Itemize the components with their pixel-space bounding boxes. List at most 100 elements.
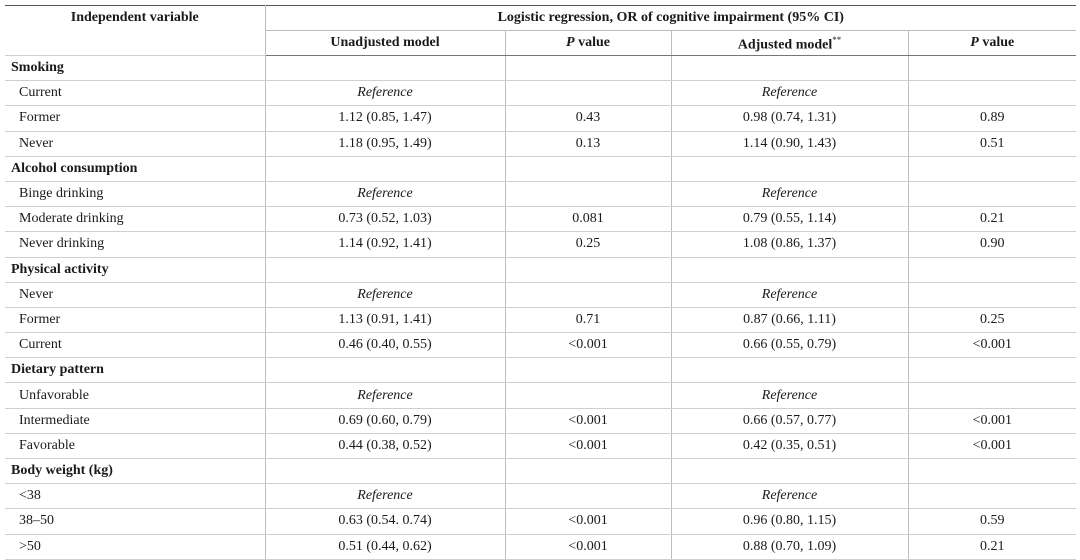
- unadjusted-or-cell: 1.13 (0.91, 1.41): [264, 307, 505, 334]
- p-letter: P: [566, 35, 575, 50]
- row-label: Binge drinking: [5, 181, 265, 208]
- empty-cell: [907, 458, 1077, 485]
- table-row: 38–50 0.63 (0.54. 0.74) <0.001 0.96 (0.80, …: [5, 508, 1077, 535]
- unadjusted-or-cell: 0.69 (0.60, 0.79): [264, 408, 505, 434]
- adjusted-or-cell: Reference: [670, 382, 908, 409]
- empty-cell: [907, 257, 1077, 283]
- group-row: Smoking: [5, 55, 1077, 82]
- table-row: Former 1.12 (0.85, 1.47) 0.43 0.98 (0.74, 1…: [5, 105, 1077, 132]
- row-label: <38: [5, 483, 265, 510]
- unadjusted-p-cell: [504, 382, 671, 409]
- header-p-value-2: P value: [907, 30, 1077, 56]
- empty-cell: [504, 458, 671, 485]
- adjusted-p-cell: <0.001: [907, 408, 1077, 434]
- unadjusted-p-cell: [504, 80, 671, 107]
- header-unadjusted-model: Unadjusted model: [264, 30, 505, 56]
- adjusted-p-cell: 0.90: [907, 231, 1077, 258]
- unadjusted-p-cell: <0.001: [504, 508, 671, 535]
- row-label: 38–50: [5, 508, 265, 535]
- unadjusted-or-cell: Reference: [264, 282, 505, 308]
- empty-cell: [504, 55, 671, 82]
- unadjusted-or-cell: Reference: [264, 80, 505, 107]
- header-logistic-regression: Logistic regression, OR of cognitive imp…: [264, 5, 1077, 31]
- row-label: >50: [5, 534, 265, 560]
- adjusted-p-cell: [907, 483, 1077, 510]
- adjusted-label: Adjusted model: [737, 37, 833, 53]
- adjusted-or-cell: 1.14 (0.90, 1.43): [670, 131, 908, 157]
- table-row: >50 0.51 (0.44, 0.62) <0.001 0.88 (0.70, 1.…: [5, 534, 1077, 560]
- unadjusted-or-cell: 0.63 (0.54. 0.74): [264, 508, 505, 535]
- group-label: Physical activity: [5, 257, 265, 283]
- row-label: Intermediate: [5, 408, 265, 434]
- empty-cell: [670, 55, 908, 82]
- p-suffix: value: [574, 35, 610, 50]
- adjusted-p-cell: <0.001: [907, 332, 1077, 359]
- adjusted-p-cell: 0.21: [907, 534, 1077, 560]
- unadjusted-or-cell: Reference: [264, 382, 505, 409]
- group-label: Alcohol consumption: [5, 156, 265, 182]
- adjusted-or-cell: 0.87 (0.66, 1.11): [670, 307, 908, 334]
- unadjusted-p-cell: 0.13: [504, 131, 671, 157]
- adjusted-p-cell: <0.001: [907, 433, 1077, 460]
- unadjusted-p-cell: <0.001: [504, 408, 671, 434]
- empty-cell: [264, 257, 505, 283]
- empty-cell: [264, 55, 505, 82]
- unadjusted-p-cell: [504, 483, 671, 510]
- row-label: Never drinking: [5, 231, 265, 258]
- empty-cell: [670, 458, 908, 485]
- group-label: Body weight (kg): [5, 458, 265, 485]
- table-row: Intermediate 0.69 (0.60, 0.79) <0.001 0.66 …: [5, 408, 1077, 434]
- group-row: Body weight (kg): [5, 458, 1077, 485]
- adjusted-p-cell: 0.51: [907, 131, 1077, 157]
- table-row: Former 1.13 (0.91, 1.41) 0.71 0.87 (0.66, 1…: [5, 307, 1077, 334]
- header-independent-variable: Independent variable: [5, 5, 265, 56]
- adjusted-or-cell: 0.42 (0.35, 0.51): [670, 433, 908, 460]
- unadjusted-or-cell: 0.46 (0.40, 0.55): [264, 332, 505, 359]
- header-p-value-1: P value: [504, 30, 671, 56]
- unadjusted-p-cell: 0.71: [504, 307, 671, 334]
- row-label: Former: [5, 105, 265, 132]
- group-row: Dietary pattern: [5, 357, 1077, 384]
- unadjusted-or-cell: 1.12 (0.85, 1.47): [264, 105, 505, 132]
- empty-cell: [907, 55, 1077, 82]
- table-row: Never drinking 1.14 (0.92, 1.41) 0.25 1.08 …: [5, 231, 1077, 258]
- group-row: Physical activity: [5, 257, 1077, 283]
- group-label: Dietary pattern: [5, 357, 265, 384]
- adjusted-p-cell: [907, 282, 1077, 308]
- unadjusted-p-cell: 0.43: [504, 105, 671, 132]
- adjusted-p-cell: [907, 181, 1077, 208]
- unadjusted-or-cell: 1.18 (0.95, 1.49): [264, 131, 505, 157]
- adjusted-or-cell: 0.79 (0.55, 1.14): [670, 206, 908, 233]
- adjusted-p-cell: 0.59: [907, 508, 1077, 535]
- adjusted-or-cell: 0.88 (0.70, 1.09): [670, 534, 908, 560]
- adjusted-or-cell: 0.98 (0.74, 1.31): [670, 105, 908, 132]
- table-row: Current 0.46 (0.40, 0.55) <0.001 0.66 (0.55…: [5, 332, 1077, 359]
- regression-table: Independent variable Logistic regression…: [5, 5, 1077, 560]
- unadjusted-or-cell: 0.44 (0.38, 0.52): [264, 433, 505, 460]
- empty-cell: [504, 156, 671, 182]
- adjusted-or-cell: 0.66 (0.55, 0.79): [670, 332, 908, 359]
- table-row: <38 Reference Reference: [5, 483, 1077, 510]
- table-row: Unfavorable Reference Reference: [5, 382, 1077, 409]
- row-label: Current: [5, 332, 265, 359]
- table-row: Binge drinking Reference Reference: [5, 181, 1077, 208]
- adjusted-or-cell: Reference: [670, 80, 908, 107]
- adjusted-or-cell: 0.96 (0.80, 1.15): [670, 508, 908, 535]
- table-row: Never 1.18 (0.95, 1.49) 0.13 1.14 (0.90, 1.…: [5, 131, 1077, 157]
- empty-cell: [264, 357, 505, 384]
- table-row: Never Reference Reference: [5, 282, 1077, 308]
- empty-cell: [670, 357, 908, 384]
- row-label: Unfavorable: [5, 382, 265, 409]
- unadjusted-p-cell: <0.001: [504, 534, 671, 560]
- unadjusted-p-cell: <0.001: [504, 332, 671, 359]
- adjusted-p-cell: [907, 80, 1077, 107]
- unadjusted-or-cell: Reference: [264, 181, 505, 208]
- adjusted-footnote-mark: **: [832, 35, 842, 46]
- row-label: Never: [5, 282, 265, 308]
- unadjusted-p-cell: 0.081: [504, 206, 671, 233]
- adjusted-or-cell: Reference: [670, 282, 908, 308]
- row-label: Never: [5, 131, 265, 157]
- unadjusted-p-cell: 0.25: [504, 231, 671, 258]
- unadjusted-p-cell: [504, 181, 671, 208]
- adjusted-p-cell: 0.89: [907, 105, 1077, 132]
